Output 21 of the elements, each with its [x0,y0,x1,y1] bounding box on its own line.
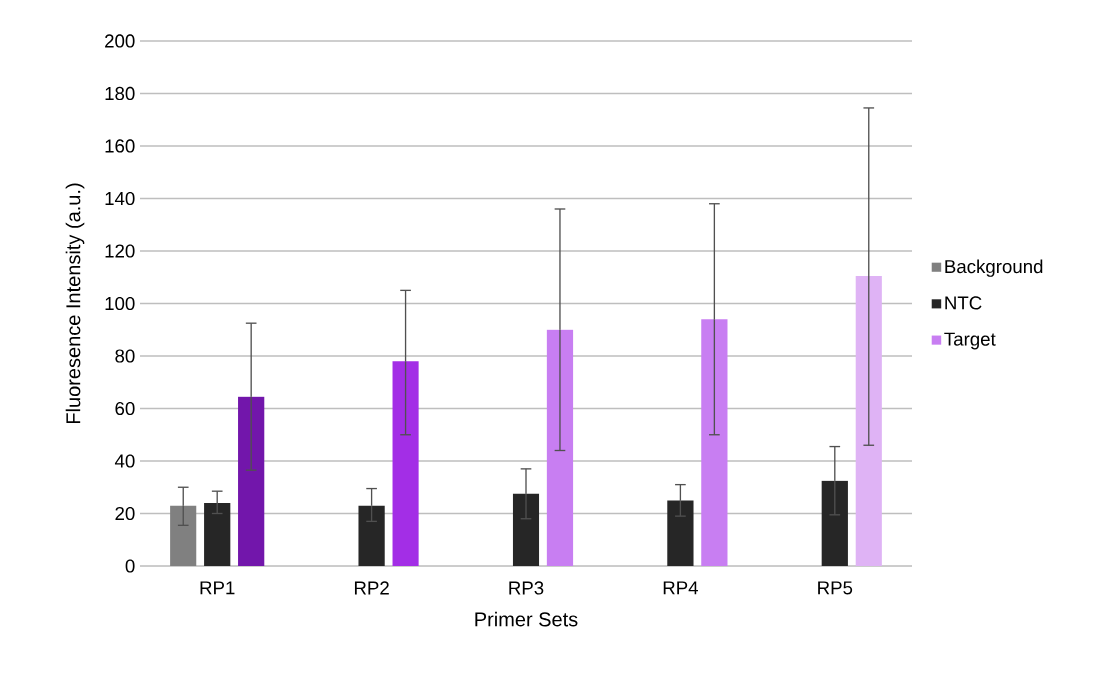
x-tick-label: RP3 [509,581,544,595]
y-tick-label: 200 [105,34,135,48]
legend-label: Target [944,332,996,350]
x-tick-label: RP4 [663,581,698,595]
x-axis-title: Primer Sets [475,611,578,627]
legend-label: Background [945,259,1043,277]
legend-label: NTC [945,296,982,310]
y-axis-title: Fluoresence Intensity (a.u.) [65,183,85,424]
y-tick-label: 20 [115,506,135,521]
x-tick-label: RP2 [354,581,389,595]
y-tick-label: 0 [125,559,135,573]
y-tick-label: 160 [105,139,135,153]
y-tick-label: 40 [114,454,135,468]
y-tick-label: 80 [115,349,135,363]
y-tick-label: 100 [105,296,135,311]
x-tick-label: RP5 [818,581,853,595]
y-tick-label: 180 [105,86,135,101]
y-tick-label: 120 [105,244,135,258]
x-tick-label: RP1 [200,581,235,595]
y-tick-label: 60 [115,401,135,416]
y-tick-label: 140 [105,191,135,206]
